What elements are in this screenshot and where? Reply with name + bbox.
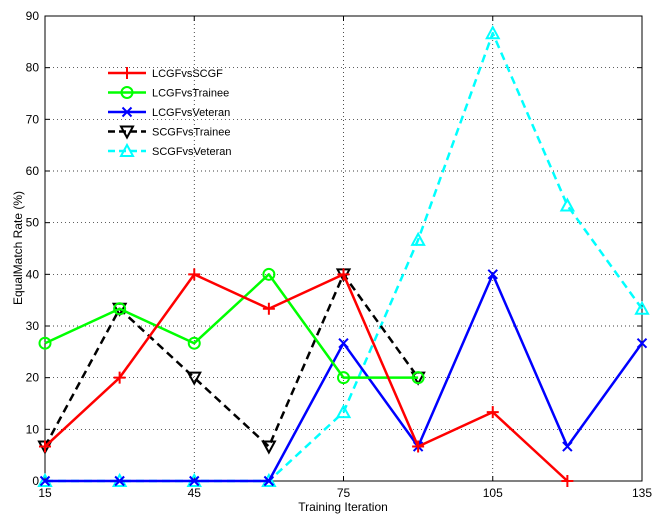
legend-marker: [119, 142, 135, 157]
legend-item: LCGFvsTrainee: [108, 86, 229, 100]
legend-label: LCGFvsSCGF: [152, 68, 223, 80]
legend-marker: [120, 86, 134, 99]
data-point: [186, 371, 202, 386]
legend-marker: [119, 125, 135, 140]
data-point: [338, 337, 349, 349]
data-point: [410, 231, 426, 246]
legend-label: LCGFvsTrainee: [152, 88, 229, 100]
y-tick-label: 50: [26, 216, 40, 230]
data-point: [113, 302, 127, 316]
legend-marker: [121, 106, 133, 118]
data-point: [485, 25, 501, 40]
data-point: [262, 302, 275, 315]
legend-label: SCGFvsTrainee: [152, 127, 230, 139]
legend-label: LCGFvsVeteran: [152, 107, 230, 119]
x-tick-label: 105: [483, 486, 503, 500]
legend-item: SCGFvsTrainee: [108, 125, 230, 140]
data-point: [188, 268, 201, 281]
series-LCGFvsSCGF: [39, 268, 574, 487]
data-point: [412, 440, 425, 453]
series-line: [44, 273, 569, 482]
data-point: [114, 475, 125, 487]
legend-item: LCGFvsSCGF: [108, 67, 223, 80]
x-axis-title: Training Iteration: [298, 500, 388, 514]
data-point: [38, 336, 52, 350]
data-point: [113, 371, 126, 384]
y-tick-label: 60: [26, 164, 40, 178]
legend: LCGFvsSCGF LCGFvsTrainee LCGFvsVeteran SCGF…: [108, 67, 231, 158]
data-point: [411, 371, 425, 385]
data-point: [262, 267, 276, 281]
data-point: [337, 371, 350, 385]
data-point: [189, 475, 200, 487]
data-point: [337, 268, 350, 281]
data-point: [187, 336, 201, 350]
legend-item: LCGFvsVeteran: [108, 106, 230, 119]
data-point: [559, 197, 576, 212]
axis-ticks: 15 45 75 105 135 0 10 20 30 40 50 60 70 80 90: [26, 9, 653, 500]
data-point: [562, 441, 573, 452]
x-tick-label: 75: [337, 486, 351, 500]
y-tick-label: 0: [32, 474, 39, 488]
y-tick-label: 40: [26, 267, 40, 281]
series-line: [43, 273, 420, 448]
data-point: [263, 475, 275, 487]
legend-item: SCGFvsVeteran: [108, 142, 231, 158]
y-tick-label: 30: [26, 319, 40, 333]
data-point: [561, 475, 574, 487]
data-point: [335, 404, 352, 419]
data-point: [261, 440, 277, 455]
series-layer: [37, 25, 650, 487]
data-point: [634, 300, 650, 315]
x-tick-label: 45: [188, 486, 202, 500]
data-point: [487, 269, 498, 280]
series-line: [45, 31, 644, 483]
y-tick-label: 80: [26, 61, 40, 75]
data-point: [39, 440, 51, 453]
y-tick-label: 90: [26, 9, 40, 23]
data-point: [39, 475, 51, 487]
grid-lines: [45, 16, 642, 481]
legend-marker: [121, 67, 133, 79]
data-point: [486, 406, 499, 419]
data-point: [636, 337, 648, 349]
x-tick-label: 135: [632, 486, 652, 500]
series-LCGFvsTrainee: [38, 267, 425, 385]
legend-label: SCGFvsVeteran: [152, 146, 231, 158]
y-axis-title: EqualMatch Rate (%): [11, 191, 25, 305]
series-line: [44, 273, 419, 379]
x-tick-label: 15: [38, 486, 52, 500]
y-tick-label: 10: [26, 422, 40, 436]
y-tick-label: 20: [26, 371, 40, 385]
y-tick-label: 70: [26, 112, 40, 126]
